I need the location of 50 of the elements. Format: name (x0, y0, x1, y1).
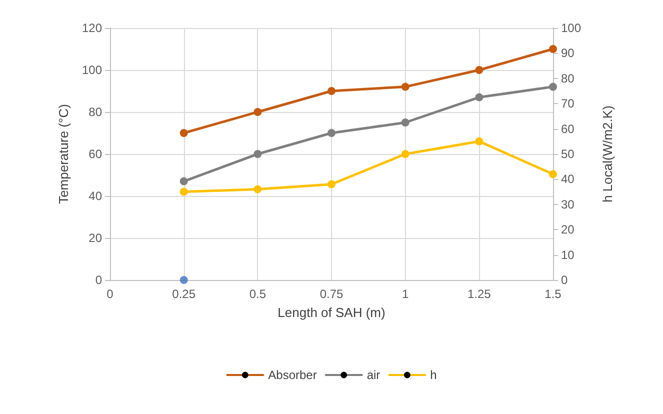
point (475, 66, 484, 74)
y-axis-title: Temperature (°C) (56, 104, 71, 204)
legend-label: Absorber (268, 368, 317, 382)
legend-label: air (366, 368, 380, 382)
y-tick-label: 100 (82, 63, 102, 77)
x-tick-label: 0.25 (172, 287, 196, 301)
y2-tick-label: 100 (561, 21, 582, 35)
point (401, 150, 410, 158)
y-tick-label: 0 (95, 273, 102, 287)
point (475, 137, 484, 146)
point (475, 93, 484, 102)
x-tick-label: 1 (402, 287, 409, 301)
y2-tick-label: 30 (561, 197, 575, 212)
y2-tick-label: 80 (561, 71, 575, 86)
point (328, 129, 336, 137)
point (328, 87, 336, 95)
point (254, 108, 262, 116)
point (549, 170, 557, 178)
point (328, 180, 336, 188)
y-tick-label: 80 (88, 105, 102, 119)
x-axis-title: Length of SAH (m) (278, 305, 386, 320)
x-tick-label: 1.5 (544, 287, 562, 301)
point (401, 82, 410, 91)
point (401, 118, 410, 126)
point (180, 188, 188, 196)
y2-tick-label: 0 (561, 273, 568, 287)
point (254, 185, 262, 194)
point (254, 150, 262, 158)
point (180, 129, 188, 137)
y-tick-label: 20 (88, 231, 102, 245)
point (549, 82, 557, 91)
y2-tick-label: 20 (561, 222, 575, 237)
x-tick-label: 0.75 (320, 287, 344, 301)
x-tick-label: 0 (106, 287, 114, 301)
point (180, 177, 188, 186)
y2-tick-label: 90 (561, 46, 575, 60)
x-tick-label: 1.25 (467, 287, 492, 301)
y2-tick-label: 10 (561, 248, 575, 262)
y2-tick-label: 60 (561, 122, 575, 136)
x-tick-label: 0.5 (249, 287, 266, 301)
point (549, 45, 557, 53)
y-tick-label: 60 (88, 147, 102, 161)
y2-tick-label: 70 (561, 96, 575, 111)
y2-axis-title: h Local(W/m2.K) (600, 106, 615, 202)
legend-label: h (430, 368, 437, 382)
y-tick-label: 120 (82, 21, 102, 35)
y2-tick-label: 40 (561, 172, 575, 186)
point (180, 276, 188, 284)
y-tick-label: 40 (88, 189, 102, 203)
y2-tick-label: 50 (561, 147, 575, 161)
